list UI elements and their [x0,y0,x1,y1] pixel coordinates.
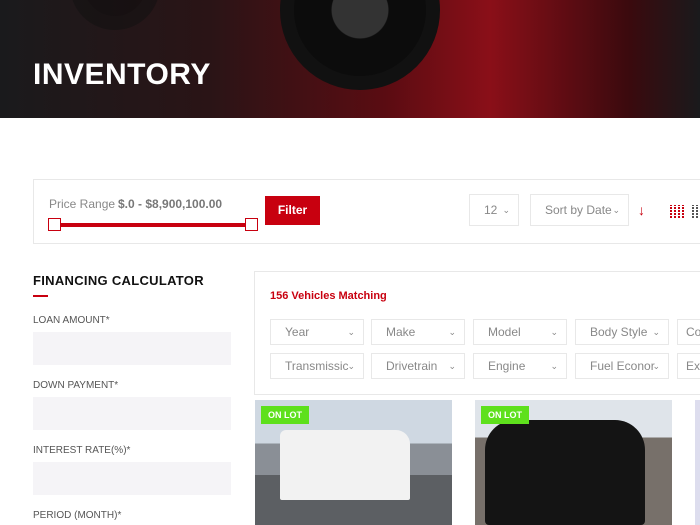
price-range-value: $.0 - $8,900,100.00 [118,197,223,211]
filter-select-label: Ex [686,359,700,373]
title-underline [33,295,48,297]
page-title: INVENTORY [33,58,211,91]
filter-select[interactable]: Make ⌄ [371,319,465,345]
chevron-down-icon: ⌄ [652,360,660,371]
filter-select-label: Year [285,325,310,339]
interest-rate-label: INTEREST RATE(%)* [33,445,131,456]
chevron-down-icon: ⌄ [550,326,558,337]
filter-select[interactable]: Co [677,319,700,345]
interest-rate-input[interactable] [33,462,231,495]
financing-calculator-title: FINANCING CALCULATOR [33,273,204,288]
grid-view-icon[interactable] [670,205,686,218]
filter-select-label: Fuel Econor [590,359,655,373]
price-range-label: Price Range [49,197,116,211]
filter-select-label: Engine [488,359,526,373]
loan-amount-label: LOAN AMOUNT* [33,315,110,326]
chevron-down-icon: ⌄ [347,326,355,337]
chevron-down-icon: ⌄ [502,204,510,215]
filter-select[interactable]: Fuel Econor ⌄ [575,353,669,379]
chevron-down-icon: ⌄ [448,360,456,371]
filter-select-label: Body Style [590,325,648,339]
chevron-down-icon: ⌄ [652,326,660,337]
filter-select[interactable]: Model ⌄ [473,319,567,345]
filter-select[interactable]: Ex [677,353,700,379]
vehicle-image [485,420,645,525]
filter-select[interactable]: Drivetrain ⌄ [371,353,465,379]
filter-select[interactable]: Year ⌄ [270,319,364,345]
car-wheel-image [70,0,160,30]
filter-select[interactable]: Engine ⌄ [473,353,567,379]
sort-direction-arrow-icon[interactable]: ↓ [638,202,645,218]
per-page-select[interactable]: 12 ⌄ [469,194,519,226]
price-slider-max-handle[interactable] [245,218,258,231]
down-payment-input[interactable] [33,397,231,430]
list-view-icon[interactable] [692,205,700,218]
filter-select-label: Co [686,325,700,339]
per-page-value: 12 [484,203,498,217]
sort-value: Sort by Date [545,203,612,217]
price-slider-min-handle[interactable] [48,218,61,231]
filter-select-label: Make [386,325,416,339]
vehicle-card[interactable]: ON LOT [475,400,672,525]
hero-banner: INVENTORY [0,0,700,118]
car-wheel-image [280,0,440,90]
on-lot-badge: ON LOT [481,406,529,424]
period-label: PERIOD (MONTH)* [33,510,122,521]
vehicle-card[interactable]: ON LOT [255,400,452,525]
filter-select-label: Model [488,325,521,339]
sort-select[interactable]: Sort by Date ⌄ [530,194,629,226]
vehicle-image [280,430,410,500]
filter-button[interactable]: Filter [265,196,320,225]
chevron-down-icon: ⌄ [612,204,620,215]
chevron-down-icon: ⌄ [550,360,558,371]
down-payment-label: DOWN PAYMENT* [33,380,119,391]
price-filter-bar: Price Range $.0 - $8,900,100.00 Filter [33,179,700,244]
price-slider-track[interactable] [54,223,252,227]
vehicle-card[interactable] [695,400,700,525]
results-panel: 156 Vehicles Matching [254,271,700,395]
filter-select-label: Drivetrain [386,359,438,373]
on-lot-badge: ON LOT [261,406,309,424]
chevron-down-icon: ⌄ [347,360,355,371]
chevron-down-icon: ⌄ [448,326,456,337]
vehicle-count: 156 Vehicles Matching [270,290,387,302]
filter-select[interactable]: Body Style ⌄ [575,319,669,345]
loan-amount-input[interactable] [33,332,231,365]
filter-select-label: Transmissic [285,359,349,373]
filter-select[interactable]: Transmissic ⌄ [270,353,364,379]
